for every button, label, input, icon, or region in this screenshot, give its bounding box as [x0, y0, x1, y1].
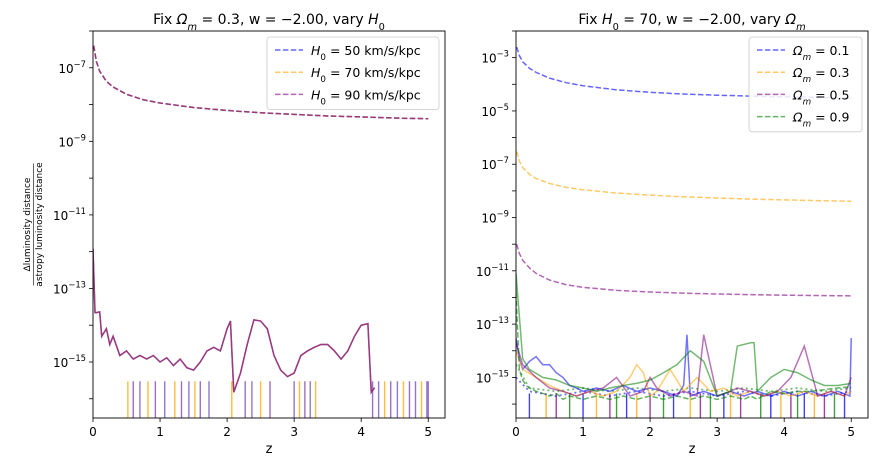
left-panel: 0 1 2 3 4 5 10−7 10−9 10−11 10−13 10−15 z Fix Ωm = 0… — [23, 12, 446, 457]
y-tick-label: 10−13 — [53, 279, 86, 296]
residual-line-3 — [516, 273, 852, 397]
x-tick-label: 1 — [156, 425, 164, 439]
y-tick-label: 10−15 — [53, 353, 86, 370]
legend-label: Ωm = 0.1 — [792, 43, 849, 63]
x-tick-label: 5 — [847, 425, 855, 439]
legend-label: Ωm = 0.3 — [792, 65, 849, 85]
legend-label: Ωm = 0.5 — [792, 87, 849, 107]
series-line-0 — [516, 46, 852, 99]
y-axis-title-denominator: astropy luminosity distance — [35, 162, 45, 287]
x-tick-label: 3 — [290, 425, 298, 439]
y-tick-label: 10−3 — [481, 49, 509, 66]
right-panel: 0 1 2 3 4 5 10−3 10−5 10−7 10−9 10−11 10−13 10−15 z Fi… — [476, 12, 869, 457]
x-axis-title: z — [266, 442, 273, 457]
legend-box — [266, 36, 440, 110]
x-axis-title: z — [689, 442, 696, 457]
y-tick-label: 10−5 — [481, 102, 509, 119]
residual-line-2 — [516, 334, 852, 398]
residual-line-h0-90 — [93, 248, 376, 395]
series-line-1 — [516, 151, 852, 202]
y-tick-label: 10−11 — [53, 206, 86, 223]
y-tick-label: 10−13 — [476, 315, 509, 332]
legend-label: H0 = 90 km/s/kpc — [311, 87, 421, 107]
panel-title: Fix H0 = 70, w = −2.00, vary Ωm — [578, 12, 805, 33]
y-axis-title-numerator: Δluminosity distance — [23, 177, 33, 271]
x-tick-label: 5 — [424, 425, 432, 439]
y-axis-title: Δluminosity distance astropy luminosity d… — [23, 162, 45, 287]
legend-label: H0 = 50 km/s/kpc — [311, 43, 421, 63]
y-tick-label: 10−15 — [476, 368, 509, 385]
x-tick-label: 3 — [713, 425, 721, 439]
legend-label: H0 = 70 km/s/kpc — [311, 65, 421, 85]
y-tick-label: 10−9 — [58, 132, 86, 149]
x-tick-label: 1 — [579, 425, 587, 439]
series-line-3 — [516, 292, 852, 401]
y-tick-label: 10−7 — [58, 59, 86, 76]
x-tick-label: 0 — [512, 425, 520, 439]
axes-frame — [92, 30, 446, 419]
plot-lines — [93, 45, 429, 418]
x-tick-label: 4 — [357, 425, 365, 439]
residual-dotted-line-1 — [516, 364, 852, 393]
y-tick-label: 10−7 — [481, 155, 509, 172]
residual-dotted-line-0 — [516, 376, 852, 397]
legend: Ωm = 0.1Ωm = 0.3Ωm = 0.5 Ωm = 0.9 — [748, 36, 863, 133]
y-tick-label: 10−11 — [476, 262, 509, 279]
x-tick-label: 4 — [780, 425, 788, 439]
x-tick-label: 2 — [646, 425, 654, 439]
x-tick-label: 2 — [223, 425, 231, 439]
legend-label: Ωm = 0.9 — [792, 110, 849, 130]
panel-title: Fix Ωm = 0.3, w = −2.00, vary H0 — [153, 12, 385, 33]
axes-frame — [515, 30, 869, 419]
legend-box — [748, 36, 863, 133]
x-tick-label: 0 — [89, 425, 97, 439]
y-tick-label: 10−9 — [481, 209, 509, 226]
series-line-2 — [516, 243, 852, 297]
plot-lines — [516, 46, 852, 418]
series-line-2 — [93, 45, 429, 120]
